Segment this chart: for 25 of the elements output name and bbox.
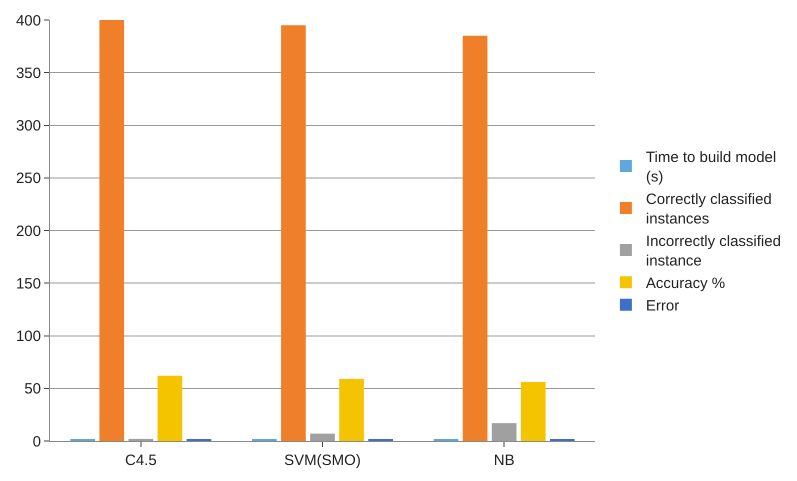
legend-label: Accuracy % (646, 275, 726, 292)
y-tick-label: 300 (16, 118, 41, 134)
y-tick-label: 200 (16, 222, 41, 240)
bar (281, 25, 306, 441)
bar (310, 434, 335, 441)
bar (99, 20, 124, 441)
y-tick-label: 150 (16, 275, 41, 292)
x-tick-label: NB (494, 452, 515, 469)
y-tick-label: 100 (16, 328, 41, 345)
legend-label: Correctly classified instances (646, 191, 772, 228)
bar (520, 382, 546, 441)
legend-label: Error (646, 298, 680, 315)
x-tick-label: C4.5 (124, 452, 157, 469)
y-tick-label: 250 (16, 170, 41, 188)
legend-label: Incorrectly classified instance (646, 233, 781, 270)
y-tick-label: 350 (16, 64, 41, 82)
bar (492, 423, 517, 441)
y-tick-label: 50 (24, 380, 41, 398)
bar (339, 378, 364, 441)
bar (462, 36, 488, 441)
y-tick-label: 0 (32, 433, 41, 450)
bar (158, 376, 182, 441)
x-tick-label: SVM(SMO) (284, 452, 361, 469)
y-tick-label: 400 (16, 12, 41, 30)
legend-label: Time to build model (s) (646, 149, 776, 186)
